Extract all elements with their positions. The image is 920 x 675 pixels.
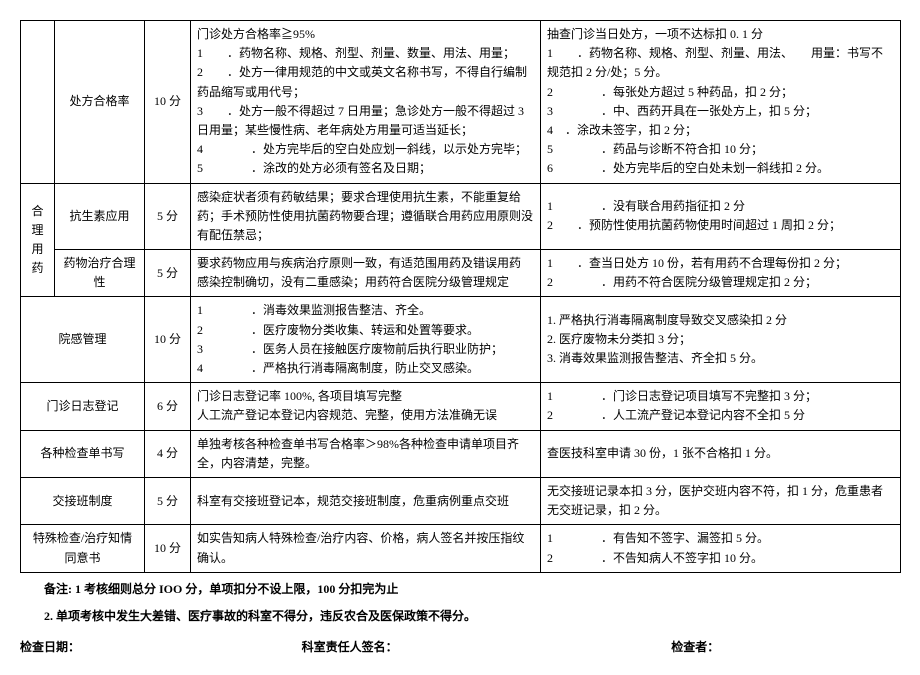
standard-line: 3. 消毒效果监测报告整洁、齐全扣 5 分。: [547, 349, 894, 368]
standard-line: 查医技科室申请 30 份，1 张不合格扣 1 分。: [547, 444, 894, 463]
item-cell: 特殊检查/治疗知情同意书: [21, 525, 145, 572]
standard-line: 抽查门诊当日处方，一项不达标扣 0. 1 分: [547, 25, 894, 44]
requirement-line: 科室有交接班登记本，规范交接班制度，危重病例重点交班: [197, 492, 534, 511]
standard-cell: 无交接班记录本扣 3 分，医护交班内容不符，扣 1 分，危重患者无交班记录，扣 …: [541, 477, 901, 524]
item-cell: 抗生素应用: [55, 183, 145, 250]
signature-row: 检查日期： 科室责任人签名： 检查者：: [20, 638, 900, 655]
table-row: 各种检查单书写4 分单独考核各种检查单书写合格率＞98%各种检查申请单项目齐全，…: [21, 430, 901, 477]
standard-line: 无交接班记录本扣 3 分，医护交班内容不符，扣 1 分，危重患者无交班记录，扣 …: [547, 482, 894, 520]
score-cell: 5 分: [145, 477, 191, 524]
standard-line: 5 ．药品与诊断不符合扣 10 分；: [547, 140, 894, 159]
score-cell: 5 分: [145, 183, 191, 250]
standard-line: 1. 严格执行消毒隔离制度导致交叉感染扣 2 分: [547, 311, 894, 330]
requirement-line: 如实告知病人特殊检查/治疗内容、价格，病人签名并按压指纹确认。: [197, 529, 534, 567]
standard-line: 1 ．没有联合用药指征扣 2 分: [547, 197, 894, 216]
standard-line: 1 ．药物名称、规格、剂型、剂量、用法、 用量：书写不规范扣 2 分/处；5 分…: [547, 44, 894, 82]
table-row: 院感管理10 分1 ．消毒效果监测报告整洁、齐全。2 ．医疗废物分类收集、转运和…: [21, 297, 901, 383]
standard-cell: 1 ．查当日处方 10 份，若有用药不合理每份扣 2 分；2 ．用药不符合医院分…: [541, 250, 901, 297]
item-cell: 门诊日志登记: [21, 383, 145, 430]
requirement-line: 1 ．消毒效果监测报告整洁、齐全。: [197, 301, 534, 320]
standard-cell: 1 ．门诊日志登记项目填写不完整扣 3 分；2 ．人工流产登记本登记内容不全扣 …: [541, 383, 901, 430]
score-cell: 4 分: [145, 430, 191, 477]
requirement-cell: 单独考核各种检查单书写合格率＞98%各种检查申请单项目齐全，内容清楚，完整。: [191, 430, 541, 477]
standard-line: 2 ．预防性使用抗菌药物使用时间超过 1 周扣 2 分；: [547, 216, 894, 235]
requirement-line: 4 ．严格执行消毒隔离制度，防止交叉感染。: [197, 359, 534, 378]
assessment-table: 处方合格率10 分门诊处方合格率≧95%1 ．药物名称、规格、剂型、剂量、数量、…: [20, 20, 901, 573]
requirement-line: 4 ．处方完毕后的空白处应划一斜线，以示处方完毕；: [197, 140, 534, 159]
standard-cell: 查医技科室申请 30 份，1 张不合格扣 1 分。: [541, 430, 901, 477]
requirement-line: 门诊日志登记率 100%, 各项目填写完整: [197, 387, 534, 406]
requirement-line: 门诊处方合格率≧95%: [197, 25, 534, 44]
requirement-cell: 科室有交接班登记本，规范交接班制度，危重病例重点交班: [191, 477, 541, 524]
standard-line: 2. 医疗废物未分类扣 3 分；: [547, 330, 894, 349]
requirement-line: 5 ．涂改的处方必须有签名及日期；: [197, 159, 534, 178]
footnote-2: 2. 单项考核中发生大差错、医疗事故的科室不得分，违反农合及医保政策不得分。: [20, 606, 900, 628]
category-cell: 合理用药: [21, 183, 55, 297]
item-cell: 处方合格率: [55, 21, 145, 184]
item-cell: 交接班制度: [21, 477, 145, 524]
check-date-label: 检查日期：: [20, 638, 302, 655]
score-cell: 6 分: [145, 383, 191, 430]
standard-line: 3 ．中、西药开具在一张处方上，扣 5 分；: [547, 102, 894, 121]
standard-line: 1 ．有告知不签字、漏签扣 5 分。: [547, 529, 894, 548]
table-row: 药物治疗合理性5 分要求药物应用与疾病治疗原则一致，有适范围用药及错误用药 感染…: [21, 250, 901, 297]
requirement-line: 3 ．医务人员在接触医疗废物前后执行职业防护；: [197, 340, 534, 359]
requirement-line: 人工流产登记本登记内容规范、完整，使用方法准确无误: [197, 406, 534, 425]
item-cell: 药物治疗合理性: [55, 250, 145, 297]
footnote-1: 备注: 1 考核细则总分 IOO 分，单项扣分不设上限，100 分扣完为止: [20, 579, 900, 601]
requirement-cell: 感染症状者须有药敏结果；要求合理使用抗生素，不能重复给药；手术预防性使用抗菌药物…: [191, 183, 541, 250]
requirement-cell: 门诊处方合格率≧95%1 ．药物名称、规格、剂型、剂量、数量、用法、用量；2 ．…: [191, 21, 541, 184]
standard-line: 2 ．不告知病人不签字扣 10 分。: [547, 549, 894, 568]
requirement-line: 2 ．处方一律用规范的中文或英文名称书写，不得自行编制药品缩写或用代号；: [197, 63, 534, 101]
standard-line: 2 ．每张处方超过 5 种药品，扣 2 分；: [547, 83, 894, 102]
requirement-cell: 要求药物应用与疾病治疗原则一致，有适范围用药及错误用药 感染控制确切，没有二重感…: [191, 250, 541, 297]
requirement-cell: 如实告知病人特殊检查/治疗内容、价格，病人签名并按压指纹确认。: [191, 525, 541, 572]
standard-cell: 1. 严格执行消毒隔离制度导致交叉感染扣 2 分2. 医疗废物未分类扣 3 分；…: [541, 297, 901, 383]
dept-signer-label: 科室责任人签名：: [302, 638, 672, 655]
requirement-cell: 门诊日志登记率 100%, 各项目填写完整人工流产登记本登记内容规范、完整，使用…: [191, 383, 541, 430]
standard-cell: 1 ．有告知不签字、漏签扣 5 分。2 ．不告知病人不签字扣 10 分。: [541, 525, 901, 572]
standard-cell: 抽查门诊当日处方，一项不达标扣 0. 1 分1 ．药物名称、规格、剂型、剂量、用…: [541, 21, 901, 184]
requirement-line: 单独考核各种检查单书写合格率＞98%各种检查申请单项目齐全，内容清楚，完整。: [197, 435, 534, 473]
standard-line: 4 ．涂改未签字，扣 2 分；: [547, 121, 894, 140]
standard-line: 6 ．处方完毕后的空白处未划一斜线扣 2 分。: [547, 159, 894, 178]
table-row: 合理用药抗生素应用5 分感染症状者须有药敏结果；要求合理使用抗生素，不能重复给药…: [21, 183, 901, 250]
inspector-label: 检查者：: [671, 638, 900, 655]
requirement-line: 2 ．医疗废物分类收集、转运和处置等要求。: [197, 321, 534, 340]
table-row: 门诊日志登记6 分门诊日志登记率 100%, 各项目填写完整人工流产登记本登记内…: [21, 383, 901, 430]
requirement-line: 要求药物应用与疾病治疗原则一致，有适范围用药及错误用药 感染控制确切，没有二重感…: [197, 254, 534, 292]
score-cell: 10 分: [145, 525, 191, 572]
requirement-cell: 1 ．消毒效果监测报告整洁、齐全。2 ．医疗废物分类收集、转运和处置等要求。3 …: [191, 297, 541, 383]
standard-line: 1 ．门诊日志登记项目填写不完整扣 3 分；: [547, 387, 894, 406]
item-cell: 院感管理: [21, 297, 145, 383]
table-row: 交接班制度5 分科室有交接班登记本，规范交接班制度，危重病例重点交班无交接班记录…: [21, 477, 901, 524]
standard-cell: 1 ．没有联合用药指征扣 2 分2 ．预防性使用抗菌药物使用时间超过 1 周扣 …: [541, 183, 901, 250]
standard-line: 1 ．查当日处方 10 份，若有用药不合理每份扣 2 分；: [547, 254, 894, 273]
standard-line: 2 ．用药不符合医院分级管理规定扣 2 分；: [547, 273, 894, 292]
score-cell: 5 分: [145, 250, 191, 297]
score-cell: 10 分: [145, 297, 191, 383]
item-cell: 各种检查单书写: [21, 430, 145, 477]
standard-line: 2 ．人工流产登记本登记内容不全扣 5 分: [547, 406, 894, 425]
table-row: 特殊检查/治疗知情同意书10 分如实告知病人特殊检查/治疗内容、价格，病人签名并…: [21, 525, 901, 572]
table-row: 处方合格率10 分门诊处方合格率≧95%1 ．药物名称、规格、剂型、剂量、数量、…: [21, 21, 901, 184]
requirement-line: 1 ．药物名称、规格、剂型、剂量、数量、用法、用量；: [197, 44, 534, 63]
score-cell: 10 分: [145, 21, 191, 184]
requirement-line: 3 ．处方一般不得超过 7 日用量；急诊处方一般不得超过 3 日用量；某些慢性病…: [197, 102, 534, 140]
requirement-line: 感染症状者须有药敏结果；要求合理使用抗生素，不能重复给药；手术预防性使用抗菌药物…: [197, 188, 534, 246]
category-cell: [21, 21, 55, 184]
